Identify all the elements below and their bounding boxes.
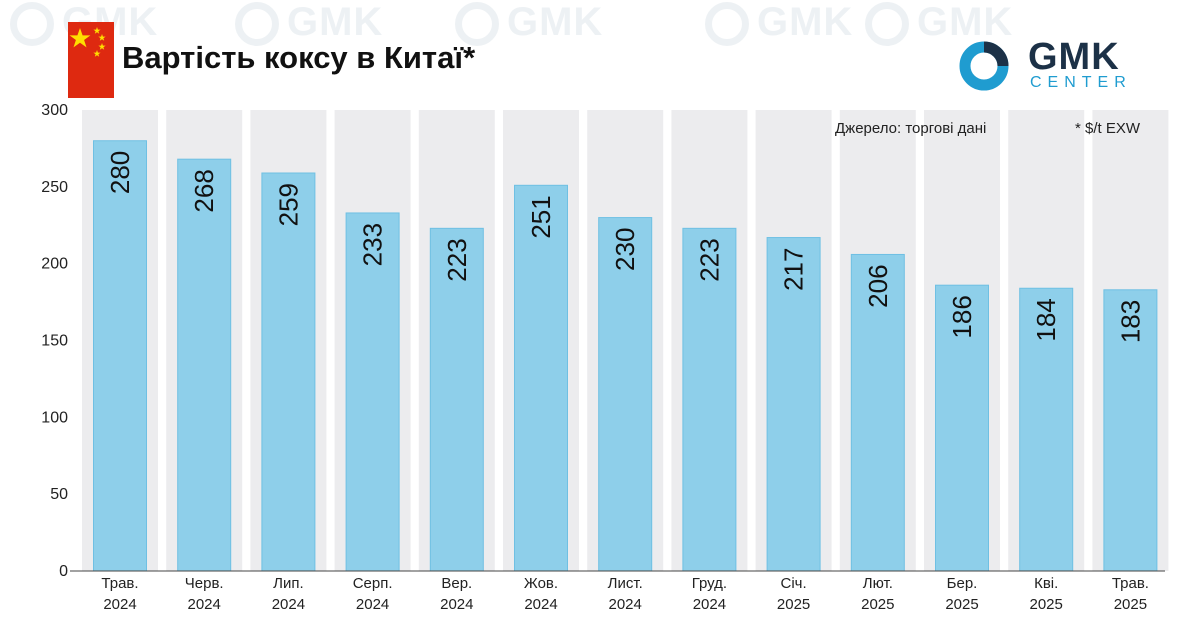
bar-value-label: 223 xyxy=(694,238,724,281)
bar-value-label: 268 xyxy=(189,169,219,212)
bar-value-label: 184 xyxy=(1031,298,1061,341)
logo-text-gmk: GMK xyxy=(1028,36,1120,78)
x-tick-label: 2025 xyxy=(861,596,894,613)
y-tick-label: 150 xyxy=(41,333,68,350)
bar-value-label: 230 xyxy=(610,228,640,271)
bar xyxy=(935,284,989,572)
y-tick-label: 300 xyxy=(41,102,68,119)
x-tick-label: Вер. xyxy=(441,575,472,592)
bar-value-label: 233 xyxy=(358,223,388,266)
source-note: Джерело: торгові дані xyxy=(835,120,986,137)
x-tick-label: 2024 xyxy=(609,596,642,613)
x-tick-label: 2025 xyxy=(1114,596,1147,613)
x-tick-label: 2025 xyxy=(945,596,978,613)
x-tick-label: 2024 xyxy=(524,596,557,613)
bar-value-label: 280 xyxy=(105,151,135,194)
x-tick-label: Січ. xyxy=(781,575,807,592)
bar-value-label: 183 xyxy=(1115,300,1145,343)
y-tick-label: 250 xyxy=(41,179,68,196)
x-tick-label: 2025 xyxy=(777,596,810,613)
bar xyxy=(93,140,147,572)
bar xyxy=(598,217,653,572)
x-tick-label: 2024 xyxy=(440,596,473,613)
x-tick-label: Лип. xyxy=(273,575,304,592)
y-tick-label: 0 xyxy=(59,563,68,580)
bar-value-label: 186 xyxy=(947,295,977,338)
bar-value-label: 223 xyxy=(442,238,472,281)
watermark: GMK xyxy=(705,0,853,47)
x-tick-label: Кві. xyxy=(1034,575,1058,592)
x-tick-label: 2024 xyxy=(693,596,726,613)
x-tick-label: 2024 xyxy=(356,596,389,613)
y-tick-label: 200 xyxy=(41,256,68,273)
gmk-logo-mark-icon xyxy=(959,41,1009,91)
x-tick-label: Лист. xyxy=(608,575,643,592)
x-tick-label: 2024 xyxy=(103,596,136,613)
bar-value-label: 251 xyxy=(526,195,556,238)
bar xyxy=(1103,289,1158,572)
x-tick-label: 2024 xyxy=(272,596,305,613)
bar xyxy=(177,158,232,572)
x-tick-label: 2025 xyxy=(1030,596,1063,613)
chart-title: Вартість коксу в Китаї* xyxy=(122,40,476,75)
bar-value-label: 259 xyxy=(273,183,303,226)
x-tick-label: 2024 xyxy=(188,596,221,613)
x-tick-label: Трав. xyxy=(101,575,138,592)
unit-note: * $/t EXW xyxy=(1075,120,1141,137)
bar xyxy=(261,172,316,572)
x-tick-label: Груд. xyxy=(692,575,727,592)
y-tick-label: 100 xyxy=(41,409,68,426)
bar-value-label: 217 xyxy=(779,248,809,291)
x-tick-label: Трав. xyxy=(1112,575,1149,592)
x-tick-label: Лют. xyxy=(863,575,893,592)
bar xyxy=(766,237,821,572)
x-tick-label: Серп. xyxy=(353,575,393,592)
bar-value-label: 206 xyxy=(863,264,893,307)
logo-text-center: CENTER xyxy=(1030,74,1132,91)
x-tick-label: Черв. xyxy=(185,575,224,592)
watermark: GMK xyxy=(455,0,603,47)
china-flag-icon xyxy=(68,22,114,98)
watermark: GMK xyxy=(865,0,1013,47)
y-tick-label: 50 xyxy=(50,486,68,503)
x-tick-label: Жов. xyxy=(524,575,558,592)
gmk-center-logo: GMK CENTER xyxy=(958,36,1138,96)
bar xyxy=(514,184,568,572)
bar xyxy=(345,212,400,572)
x-tick-label: Бер. xyxy=(947,575,978,592)
watermark: GMK xyxy=(235,0,383,47)
bar xyxy=(429,227,484,572)
